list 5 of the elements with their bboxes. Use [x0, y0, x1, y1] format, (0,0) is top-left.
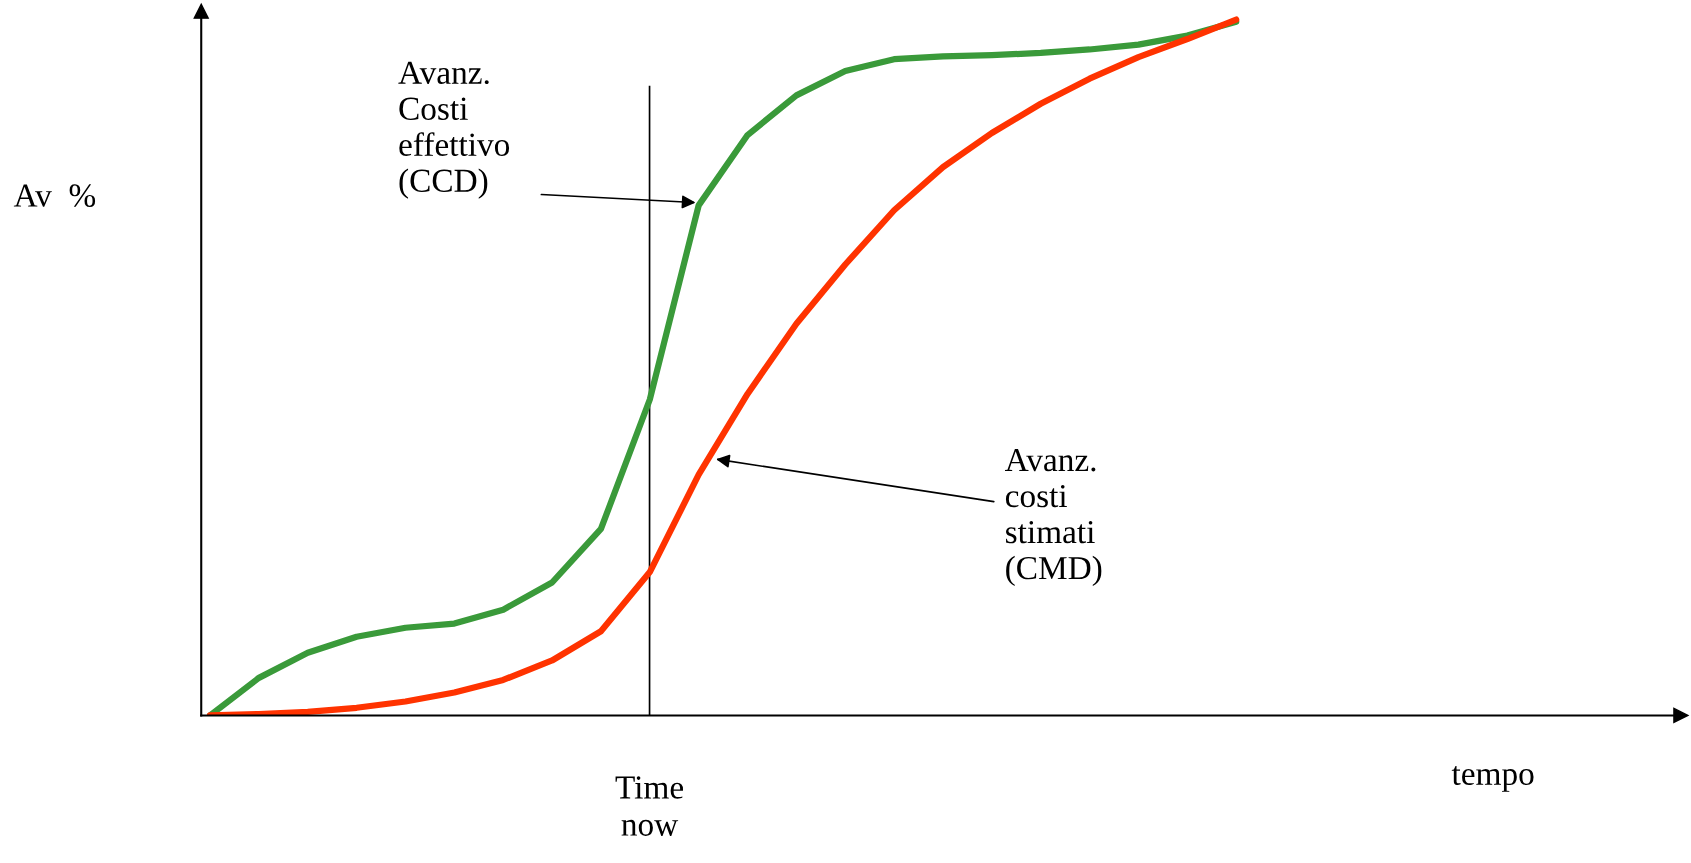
- y-axis-title: Av %: [13, 184, 96, 207]
- x-axis-title: tempo: [1451, 765, 1534, 792]
- annotation: Avanz. costi stimati (CMD): [1004, 448, 1102, 587]
- annotation: Avanz. Costi effettivo (CCD): [398, 61, 510, 199]
- text: Time now: [615, 776, 683, 836]
